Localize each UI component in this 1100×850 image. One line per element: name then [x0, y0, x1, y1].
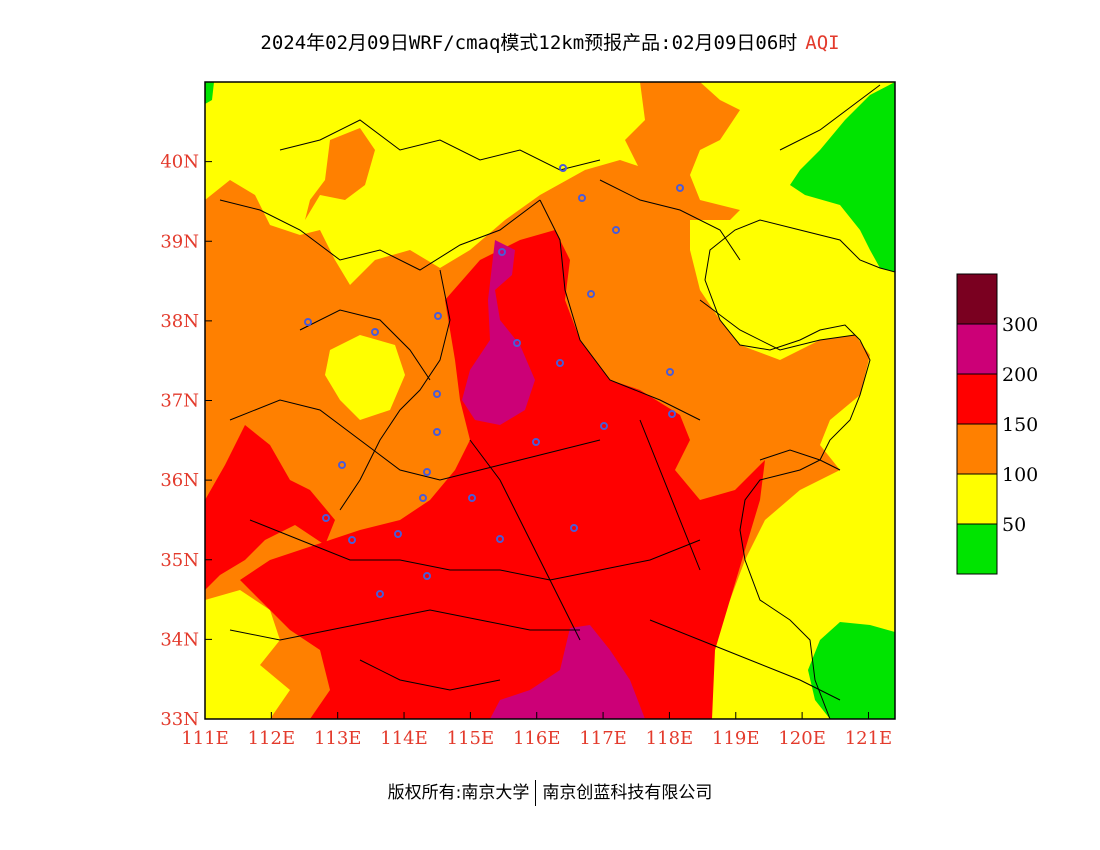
field-orange-nw — [305, 128, 375, 220]
station-marker — [371, 328, 379, 336]
station-marker — [666, 368, 674, 376]
station-marker — [304, 318, 312, 326]
lon-tick-label: 115E — [447, 728, 495, 749]
lon-tick-label: 112E — [248, 728, 296, 749]
legend-label: 50 — [1002, 514, 1026, 536]
lon-tick-label: 121E — [845, 728, 893, 749]
field-green-northeast — [790, 82, 895, 272]
field-green-corner — [205, 82, 214, 104]
coastline — [704, 219, 895, 719]
field-orange-north — [625, 82, 740, 220]
color-legend: 300 200 150 100 50 — [956, 273, 1038, 575]
legend-label: 100 — [1002, 464, 1038, 486]
station-marker — [322, 514, 330, 522]
lat-tick-label: 38N — [160, 311, 199, 332]
station-marker — [587, 290, 595, 298]
map-fields — [205, 82, 895, 719]
lat-tick-label: 35N — [160, 550, 199, 571]
legend-swatch — [956, 373, 998, 425]
admin-boundaries — [219, 84, 881, 701]
station-marker — [668, 410, 676, 418]
station-marker — [676, 184, 684, 192]
station-marker — [513, 339, 521, 347]
company-text: 南京创蓝科技有限公司 — [542, 783, 713, 803]
lat-tick-label: 33N — [160, 709, 199, 730]
legend-label: 300 — [1002, 314, 1038, 336]
station-marker — [434, 312, 442, 320]
legend-swatch — [956, 423, 998, 475]
field-yellow-sw — [205, 590, 290, 719]
station-marker — [394, 530, 402, 538]
station-marker — [419, 494, 427, 502]
lon-tick-label: 111E — [181, 728, 229, 749]
copyright-text: 版权所有:南京大学 — [387, 783, 530, 803]
field-yellow-pocket — [325, 335, 405, 420]
lat-tick-label: 37N — [160, 391, 199, 412]
station-marker — [559, 164, 567, 172]
station-marker — [612, 226, 620, 234]
field-magenta-central — [462, 240, 535, 425]
station-marker — [556, 359, 564, 367]
station-marker — [600, 422, 608, 430]
lon-tick-label: 116E — [513, 728, 561, 749]
legend-swatch — [956, 273, 998, 325]
station-marker — [423, 468, 431, 476]
lon-tick-label: 113E — [314, 728, 362, 749]
lon-tick-label: 117E — [579, 728, 627, 749]
field-magenta-south — [490, 625, 645, 719]
title-variable: AQI — [805, 32, 840, 54]
lat-tick-label: 39N — [160, 231, 199, 252]
lat-tick-label: 34N — [160, 629, 199, 650]
title-main: 2024年02月09日WRF/cmaq模式12km预报产品:02月09日06时 — [260, 32, 798, 54]
station-marker — [433, 390, 441, 398]
footer-separator — [535, 780, 537, 806]
lon-tick-label: 114E — [380, 728, 428, 749]
station-marker — [498, 248, 506, 256]
field-red-main — [240, 230, 765, 719]
field-red-west — [205, 425, 335, 590]
station-marker — [496, 535, 504, 543]
lat-tick-label: 40N — [160, 152, 199, 173]
legend-swatch — [956, 523, 998, 575]
map-axes: 111E 112E 113E 114E 115E 116E 117E 118E 119E 120E… — [160, 152, 892, 749]
lon-tick-label: 120E — [778, 728, 826, 749]
footer: 版权所有:南京大学 南京创蓝科技有限公司 — [0, 778, 1100, 806]
station-marker — [433, 428, 441, 436]
station-marker — [532, 438, 540, 446]
lon-tick-label: 119E — [712, 728, 760, 749]
legend-swatch — [956, 323, 998, 375]
station-marker — [338, 461, 346, 469]
lon-tick-label: 118E — [646, 728, 694, 749]
station-marker — [423, 572, 431, 580]
lat-tick-label: 36N — [160, 470, 199, 491]
map-title: 2024年02月09日WRF/cmaq模式12km预报产品:02月09日06时 A… — [0, 28, 1100, 55]
station-marker — [570, 524, 578, 532]
station-marker — [376, 590, 384, 598]
station-marker — [468, 494, 476, 502]
legend-label: 200 — [1002, 364, 1038, 386]
monitoring-stations — [304, 164, 684, 598]
legend-swatch — [956, 473, 998, 525]
station-marker — [348, 536, 356, 544]
legend-label: 150 — [1002, 414, 1038, 436]
station-marker — [578, 194, 586, 202]
